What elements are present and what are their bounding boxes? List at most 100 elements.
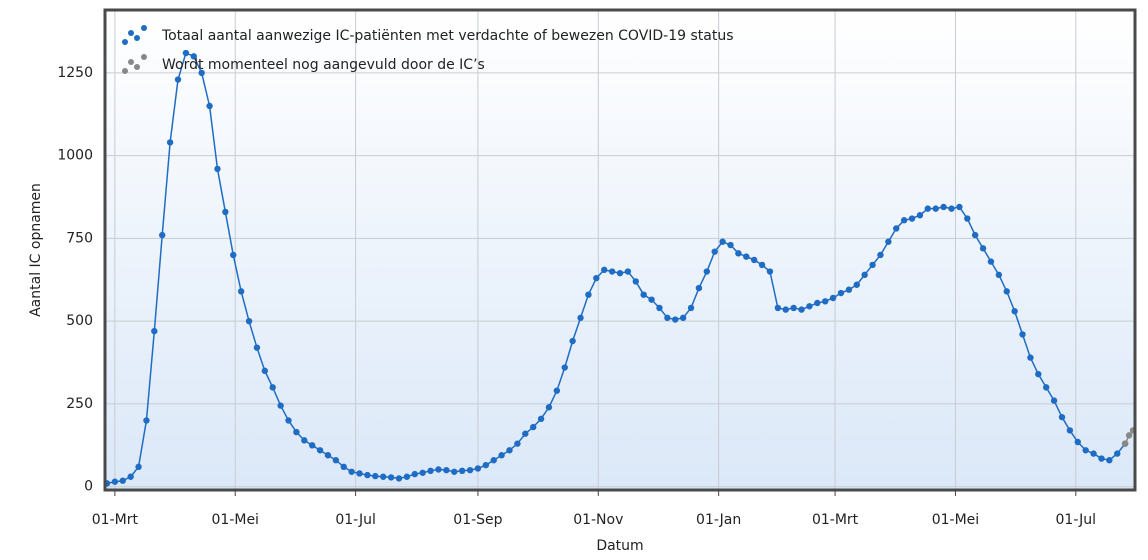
data-point	[466, 466, 474, 474]
data-point	[324, 452, 332, 459]
data-point	[727, 241, 734, 249]
data-point	[735, 250, 742, 257]
data-point	[679, 314, 687, 322]
data-point	[1019, 331, 1026, 338]
data-point	[924, 205, 932, 212]
data-point	[1098, 455, 1105, 462]
data-point	[427, 467, 434, 474]
data-point	[861, 271, 868, 279]
data-point	[743, 253, 750, 260]
data-point	[829, 294, 837, 302]
data-point	[1011, 308, 1018, 315]
data-point	[435, 466, 442, 473]
series-line	[106, 52, 1126, 485]
data-point	[364, 471, 371, 479]
data-point	[695, 284, 703, 292]
data-point	[214, 165, 221, 173]
y-tick-label: 750	[66, 230, 93, 246]
plot-frame	[103, 8, 1137, 492]
data-point	[135, 463, 142, 471]
data-point	[750, 256, 758, 264]
data-point	[190, 53, 197, 60]
data-point	[608, 268, 616, 275]
data-point	[1058, 413, 1066, 421]
x-tick-label: 01-Jul	[335, 512, 376, 528]
data-point	[774, 304, 782, 312]
data-point	[482, 461, 490, 469]
data-point	[577, 314, 584, 322]
data-point	[545, 404, 553, 411]
data-point	[269, 384, 276, 391]
data-point	[174, 76, 182, 83]
data-point	[1074, 438, 1081, 446]
data-point	[790, 304, 797, 312]
data-point	[182, 49, 190, 57]
data-point	[869, 261, 876, 269]
data-point	[245, 317, 253, 325]
series-group	[103, 49, 1137, 487]
data-point	[166, 139, 174, 146]
y-tick-label: 0	[84, 479, 93, 495]
data-point	[490, 457, 497, 464]
data-point	[814, 299, 821, 307]
data-point	[506, 447, 513, 454]
data-point	[537, 415, 545, 423]
x-tick-label: 01-Mei	[932, 512, 979, 528]
data-point	[1050, 397, 1058, 404]
data-point	[111, 478, 119, 485]
data-point	[529, 423, 537, 431]
data-point	[877, 251, 884, 259]
data-point	[664, 314, 671, 322]
data-point	[806, 303, 813, 310]
data-point	[845, 286, 853, 293]
data-point	[151, 327, 158, 335]
data-point	[498, 452, 505, 459]
data-point	[1003, 288, 1010, 295]
data-point	[632, 278, 639, 285]
data-point	[987, 258, 995, 265]
data-point	[348, 468, 355, 475]
data-point	[230, 251, 237, 259]
data-point	[766, 268, 774, 275]
x-tick-label: 01-Jan	[696, 512, 741, 528]
data-point	[372, 472, 379, 480]
data-point	[237, 288, 245, 295]
x-tick-label: 01-Jul	[1056, 512, 1097, 528]
data-point	[159, 231, 166, 239]
data-point	[853, 281, 860, 288]
data-point	[822, 298, 829, 305]
data-point	[285, 417, 292, 424]
data-point	[1090, 450, 1097, 457]
data-point	[593, 274, 600, 282]
data-point	[419, 469, 426, 476]
data-point	[443, 466, 450, 474]
data-point	[1121, 440, 1129, 447]
data-point	[640, 291, 647, 298]
x-tick-label: 01-Sep	[453, 512, 502, 528]
data-point	[403, 473, 411, 480]
data-point	[956, 203, 963, 211]
data-point	[616, 269, 624, 277]
legend: Totaal aantal aanwezige IC-patiënten met…	[122, 25, 734, 74]
x-tick-label: 01-Mei	[212, 512, 259, 528]
data-point	[1043, 384, 1050, 391]
data-point	[1035, 370, 1042, 378]
data-point	[356, 470, 363, 477]
data-point	[758, 261, 766, 269]
data-point	[561, 364, 568, 371]
data-point	[908, 215, 916, 222]
data-point	[127, 473, 134, 480]
data-point	[893, 225, 900, 232]
data-point	[916, 212, 924, 219]
data-point	[1082, 447, 1089, 454]
data-point	[1114, 450, 1121, 457]
data-point	[971, 231, 979, 239]
data-point	[948, 205, 955, 212]
data-point	[387, 474, 395, 481]
y-tick-label: 500	[66, 313, 93, 329]
legend-icon	[122, 54, 147, 74]
data-point	[900, 217, 908, 224]
legend-label: Totaal aantal aanwezige IC-patiënten met…	[161, 28, 734, 44]
